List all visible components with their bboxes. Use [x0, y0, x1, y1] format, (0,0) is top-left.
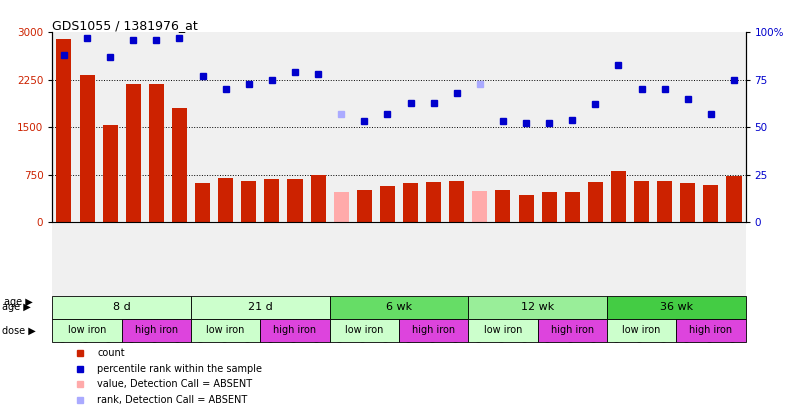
- Bar: [288, 179, 302, 222]
- Text: high iron: high iron: [550, 325, 594, 335]
- Text: 21 d: 21 d: [248, 302, 272, 312]
- Bar: [468, 296, 607, 319]
- Text: high iron: high iron: [135, 325, 178, 335]
- Bar: [538, 319, 607, 342]
- Bar: [657, 181, 672, 222]
- Text: high iron: high iron: [412, 325, 455, 335]
- Bar: [264, 179, 280, 222]
- Text: low iron: low iron: [622, 325, 661, 335]
- Bar: [565, 192, 580, 222]
- Bar: [472, 191, 488, 222]
- Text: 12 wk: 12 wk: [521, 302, 555, 312]
- Text: high iron: high iron: [273, 325, 317, 335]
- Bar: [330, 319, 399, 342]
- Bar: [607, 319, 676, 342]
- Bar: [403, 183, 418, 222]
- Text: 6 wk: 6 wk: [386, 302, 412, 312]
- Bar: [468, 319, 538, 342]
- Bar: [676, 319, 746, 342]
- Bar: [126, 83, 141, 222]
- Bar: [588, 181, 603, 222]
- Text: low iron: low iron: [68, 325, 106, 335]
- Text: percentile rank within the sample: percentile rank within the sample: [98, 364, 263, 373]
- Text: count: count: [98, 347, 125, 358]
- Bar: [191, 319, 260, 342]
- Text: 36 wk: 36 wk: [659, 302, 693, 312]
- Bar: [52, 296, 191, 319]
- Bar: [542, 192, 557, 222]
- Text: dose ▶: dose ▶: [2, 325, 35, 335]
- Bar: [80, 75, 94, 222]
- Bar: [334, 192, 349, 222]
- Text: age ▶: age ▶: [2, 302, 31, 312]
- Bar: [680, 183, 696, 222]
- Text: low iron: low iron: [206, 325, 245, 335]
- Bar: [449, 181, 464, 222]
- Text: value, Detection Call = ABSENT: value, Detection Call = ABSENT: [98, 379, 252, 390]
- Bar: [704, 185, 718, 222]
- Bar: [102, 125, 118, 222]
- Text: low iron: low iron: [345, 325, 384, 335]
- Bar: [122, 319, 191, 342]
- Bar: [149, 84, 164, 222]
- Bar: [52, 319, 122, 342]
- Bar: [496, 190, 510, 222]
- Bar: [195, 183, 210, 222]
- Bar: [634, 181, 649, 222]
- Bar: [260, 319, 330, 342]
- Bar: [426, 181, 441, 222]
- Bar: [330, 296, 468, 319]
- Bar: [611, 171, 626, 222]
- Bar: [518, 195, 534, 222]
- Bar: [399, 319, 468, 342]
- Text: high iron: high iron: [689, 325, 733, 335]
- Bar: [380, 186, 395, 222]
- Bar: [56, 39, 72, 222]
- Bar: [191, 296, 330, 319]
- Text: low iron: low iron: [484, 325, 522, 335]
- Bar: [241, 181, 256, 222]
- Bar: [607, 296, 746, 319]
- Bar: [726, 177, 742, 222]
- Bar: [357, 190, 372, 222]
- Bar: [310, 175, 326, 222]
- Text: GDS1055 / 1381976_at: GDS1055 / 1381976_at: [52, 19, 198, 32]
- Bar: [172, 108, 187, 222]
- Text: 8 d: 8 d: [113, 302, 131, 312]
- Text: age ▶: age ▶: [4, 297, 33, 307]
- Text: rank, Detection Call = ABSENT: rank, Detection Call = ABSENT: [98, 395, 247, 405]
- Bar: [218, 178, 233, 222]
